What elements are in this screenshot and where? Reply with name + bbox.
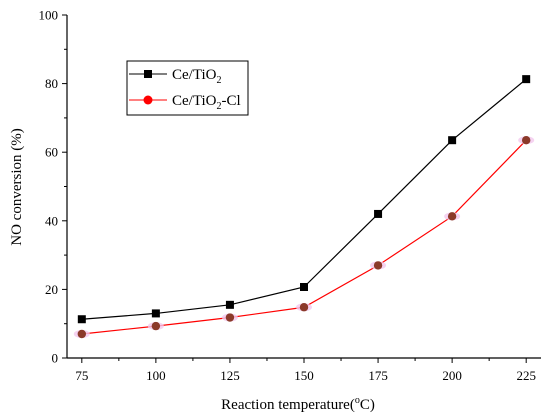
x-tick-label: 175 (368, 368, 388, 383)
plot-area (73, 75, 535, 339)
y-tick-label: 40 (45, 213, 58, 228)
data-point-series-1 (225, 300, 234, 309)
x-tick-label: 225 (516, 368, 536, 383)
legend-marker-series-2 (143, 95, 153, 105)
x-tick-label: 125 (220, 368, 240, 383)
data-point-series-2 (373, 261, 383, 270)
y-tick-label: 100 (39, 8, 59, 23)
data-point-series-1 (300, 282, 308, 291)
legend-label-series-2: Ce/TiO2-Cl (172, 93, 241, 112)
legend: Ce/TiO2 Ce/TiO2-Cl (126, 60, 249, 116)
axes: 0 20 40 60 80 100 75 100 125 150 175 200 225 (39, 8, 541, 383)
data-point-series-1 (522, 75, 531, 84)
data-point-series-2 (447, 212, 457, 221)
x-tick-label: 75 (75, 368, 88, 383)
data-point-series-2 (151, 321, 161, 331)
x-tick-label: 100 (146, 368, 166, 383)
data-point-series-1 (374, 209, 383, 218)
data-point-series-1 (448, 136, 457, 145)
x-axis-title-tail: C) (360, 397, 375, 413)
y-axis-title: NO conversion (%) (9, 128, 25, 245)
data-point-series-1 (77, 315, 86, 324)
data-point-series-2 (521, 135, 531, 145)
data-point-series-2 (225, 313, 235, 322)
y-tick-label: 0 (52, 351, 59, 366)
x-axis-title-sup: o (355, 395, 360, 406)
data-point-series-2 (299, 303, 309, 312)
x-tick-label: 200 (442, 368, 462, 383)
x-tick-label: 150 (294, 368, 314, 383)
y-tick-label: 80 (45, 76, 58, 91)
x-axis-title-main: Reaction temperature( (221, 397, 355, 413)
legend-marker-series-1 (144, 70, 152, 78)
legend-label-series-1: Ce/TiO2 (172, 67, 221, 86)
data-point-series-2 (77, 329, 87, 339)
x-axis-title: Reaction temperature(oC) (221, 395, 375, 413)
data-point-series-1 (151, 309, 160, 318)
y-tick-label: 60 (45, 145, 58, 160)
y-tick-label: 20 (45, 282, 58, 297)
